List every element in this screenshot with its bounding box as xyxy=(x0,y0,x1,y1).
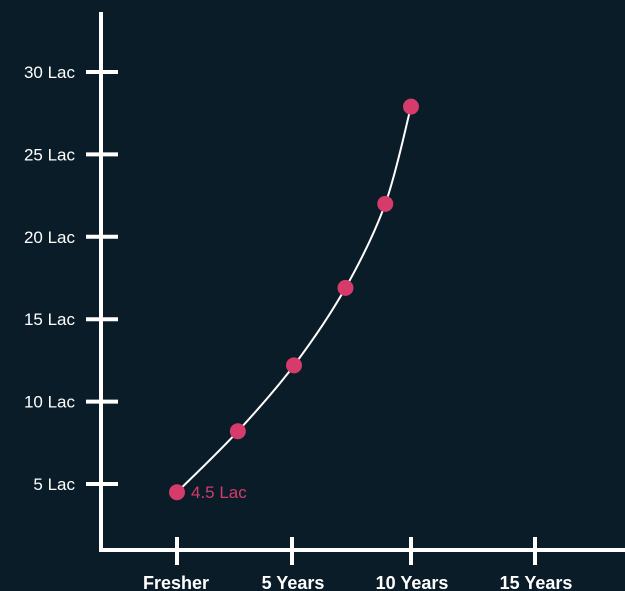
data-point xyxy=(337,279,354,296)
data-point xyxy=(403,98,419,115)
point-annotation: 4.5 Lac xyxy=(191,483,247,502)
annotations: 4.5 Lac xyxy=(191,483,247,502)
data-point xyxy=(169,484,185,501)
data-point xyxy=(229,423,246,440)
y-tick-label: 10 Lac xyxy=(24,393,76,412)
x-tick-label: 15 Years xyxy=(500,573,573,591)
data-point xyxy=(377,195,394,212)
y-tick-label: 25 Lac xyxy=(24,145,76,164)
x-tick-label: 10 Years xyxy=(376,573,449,591)
data-points xyxy=(169,98,419,501)
x-tick-label: 5 Years xyxy=(262,573,325,591)
y-tick-label: 5 Lac xyxy=(33,475,75,494)
data-point xyxy=(286,357,302,374)
y-tick-label: 20 Lac xyxy=(24,228,76,247)
y-tick-label: 30 Lac xyxy=(24,63,76,82)
x-ticks: Fresher 5 Years 10 Years 15 Years xyxy=(143,537,572,591)
y-ticks: 5 Lac 10 Lac 15 Lac 20 Lac 25 Lac 30 Lac xyxy=(24,63,118,494)
x-tick-label: Fresher xyxy=(143,573,209,591)
y-tick-label: 15 Lac xyxy=(24,310,76,329)
